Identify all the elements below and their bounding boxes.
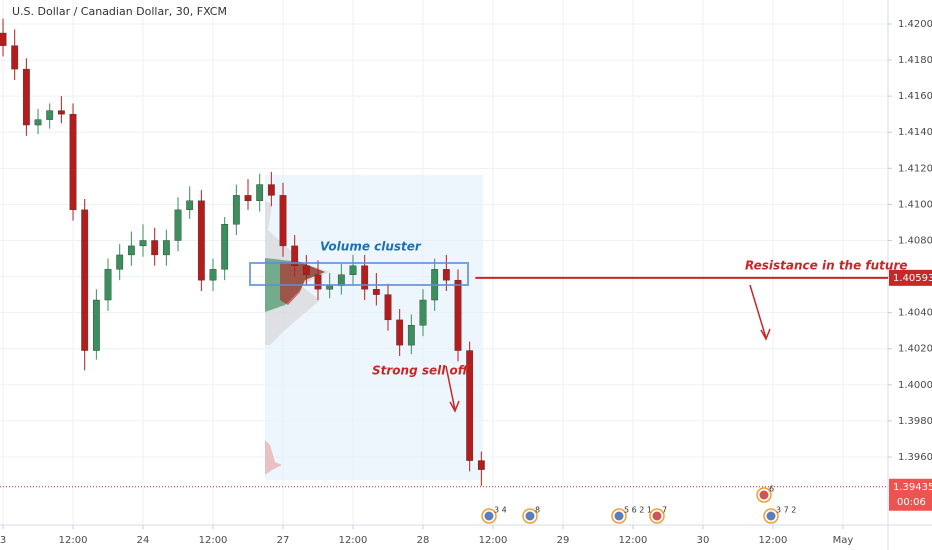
candle-body (349, 265, 357, 275)
candle-body (407, 325, 415, 346)
volume-profile-poc (280, 262, 325, 305)
event-flag (759, 490, 769, 500)
candle-body (34, 119, 42, 126)
y-tick-label: 1.40800 (898, 235, 932, 246)
chart-title: U.S. Dollar / Canadian Dollar, 30, FXCM (12, 5, 227, 18)
candle-body (454, 279, 462, 351)
candle-body (384, 294, 392, 321)
price-label-bg (889, 478, 932, 511)
x-tick-label: 12:00 (759, 535, 788, 546)
candle-body (221, 224, 229, 270)
event-label: 3 4 (494, 506, 507, 515)
countdown: 00:06 (897, 497, 926, 508)
event-flag (484, 511, 494, 521)
event-label: 8 (535, 506, 540, 515)
event-flag (652, 511, 662, 521)
x-tick-label: 12:00 (59, 535, 88, 546)
y-tick-label: 1.41800 (898, 55, 932, 66)
x-tick-label: 30 (697, 535, 710, 546)
x-tick-label: 29 (557, 535, 570, 546)
x-tick-label: 12:00 (339, 535, 368, 546)
event-flag (766, 511, 776, 521)
event-label: 3 7 2 (776, 506, 796, 515)
candles (0, 18, 485, 486)
event-label: 7 (662, 506, 667, 515)
y-tick-label: 1.41400 (898, 127, 932, 138)
x-tick-label: 12:00 (479, 535, 508, 546)
candle-body (442, 269, 450, 281)
candle-body (326, 285, 334, 290)
candle-body (174, 209, 182, 241)
x-tick-label: 12:00 (619, 535, 648, 546)
candle-body (22, 68, 30, 126)
candle-body (291, 245, 299, 266)
candle-body (139, 240, 147, 247)
arrow (445, 365, 456, 411)
candle-body (46, 110, 54, 120)
candle-body (186, 200, 194, 211)
event-flag (525, 511, 535, 521)
y-tick-label: 1.39600 (898, 452, 932, 463)
candle-body (337, 274, 345, 286)
x-tick-label: 27 (277, 535, 290, 546)
annotation: Resistance in the future (745, 259, 908, 273)
y-tick-label: 1.40000 (898, 380, 932, 391)
arrow (749, 284, 767, 339)
resistance-label: 1.40593 (893, 273, 932, 284)
candle-body (232, 195, 240, 225)
candle-body (197, 200, 205, 281)
price-label-bg (889, 269, 932, 286)
candle-body (69, 114, 77, 211)
x-tick-label: 24 (137, 535, 150, 546)
candle-body (11, 45, 19, 70)
candle-body (279, 195, 287, 247)
arrow-head (760, 328, 771, 341)
arrow-head (449, 400, 460, 413)
candle-body (256, 184, 264, 201)
annotation: Strong sell off (372, 364, 469, 378)
candle-body (466, 350, 474, 461)
candle-body (151, 240, 159, 256)
candle-body (162, 240, 170, 256)
x-tick-label: 28 (417, 535, 430, 546)
y-tick-label: 1.39800 (898, 416, 932, 427)
candle-body (209, 269, 217, 281)
y-tick-label: 1.42000 (898, 19, 932, 30)
y-tick-label: 1.40400 (898, 308, 932, 319)
cluster-box (249, 262, 469, 286)
y-tick-label: 1.41000 (898, 199, 932, 210)
candle-body (104, 269, 112, 301)
candle-body (57, 110, 65, 115)
event-label: 5 6 2 1 (624, 506, 652, 515)
x-tick-label: 3 (0, 535, 6, 546)
volume-profile-range (265, 175, 483, 480)
x-tick-label: May (833, 535, 854, 546)
candle-body (0, 32, 7, 46)
y-tick-label: 1.41200 (898, 163, 932, 174)
y-tick-label: 1.40200 (898, 344, 932, 355)
candle-body (244, 195, 252, 201)
candle-body (127, 245, 135, 256)
candle-body (81, 209, 89, 351)
annotation: Volume cluster (320, 240, 422, 254)
candle-body (372, 289, 380, 295)
candle-body (361, 265, 369, 290)
candle-body (302, 265, 310, 275)
event-flag (614, 511, 624, 521)
y-tick-label: 1.41600 (898, 91, 932, 102)
volume-profile-low (265, 440, 282, 475)
candle-body (267, 184, 275, 196)
candle-body (419, 299, 427, 326)
candle-body (92, 299, 100, 351)
candle-body (477, 460, 485, 470)
candle-body (396, 319, 404, 346)
last-price-label: 1.39435 (893, 482, 932, 493)
x-tick-label: 12:00 (199, 535, 228, 546)
candle-body (116, 254, 124, 270)
candle-body (314, 274, 322, 290)
event-label: 6 (769, 485, 774, 494)
